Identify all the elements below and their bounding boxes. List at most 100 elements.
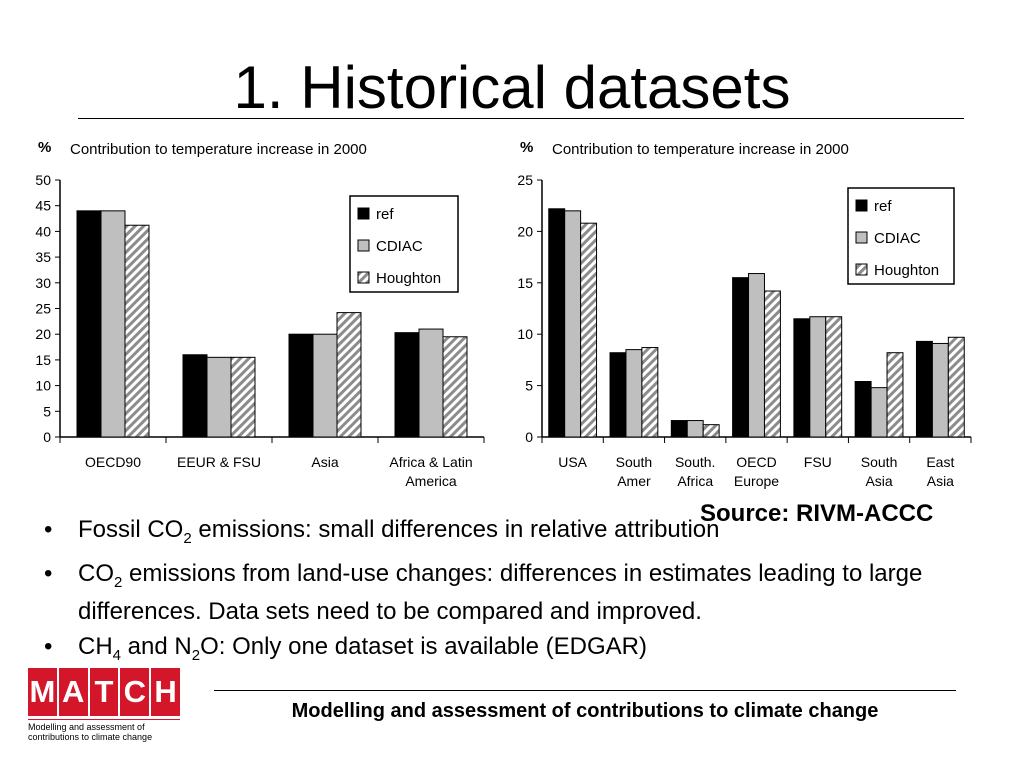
bar-cdiac-5: [870, 387, 888, 438]
bullet-text: CO2 emissions from land-use changes: dif…: [78, 559, 923, 625]
logo-tagline: Modelling and assessment of contribution…: [28, 719, 180, 742]
bar-cdiac-0: [100, 210, 126, 438]
bullet-marker: •: [44, 632, 53, 660]
y-tick-label: 15: [35, 352, 51, 368]
bar-cdiac-3: [748, 273, 765, 438]
legend-swatch-cdiac: [357, 239, 370, 252]
x-category-label: OECD: [736, 454, 776, 470]
bar-cdiac-2: [686, 420, 704, 438]
y-tick-label: 20: [35, 326, 51, 342]
x-category-label: Asia: [927, 473, 954, 489]
y-tick-label: 0: [43, 429, 51, 445]
legend-swatch-houghton: [855, 263, 868, 276]
y-tick-label: 25: [517, 172, 533, 188]
logo-letter: C: [120, 668, 150, 716]
bullet-item: • Fossil CO2 emissions: small differences…: [40, 515, 1000, 553]
bar-houghton-1: [641, 347, 659, 438]
x-category-label: Europe: [734, 473, 779, 489]
footer-divider: [214, 690, 956, 691]
subscript: 2: [183, 529, 192, 547]
bar-cdiac-1: [625, 349, 643, 438]
x-category-label: OECD90: [85, 454, 141, 470]
source-credit: Source: RIVM-ACCC: [700, 500, 934, 527]
logo-letters: M A T C H: [28, 668, 180, 716]
legend-swatch-ref: [357, 207, 370, 220]
x-category-label: Africa: [677, 473, 713, 489]
bar-houghton-2: [702, 424, 720, 438]
bar-houghton-3: [763, 290, 781, 438]
subscript: 4: [112, 646, 122, 664]
legend: ref CDIAC Houghton: [349, 195, 459, 293]
logo-letter: M: [28, 668, 57, 716]
y-tick-label: 5: [43, 403, 51, 419]
legend-label: ref: [376, 206, 394, 223]
y-tick-label: 30: [35, 275, 51, 291]
bar-ref-0: [548, 208, 566, 438]
legend: ref CDIAC Houghton: [847, 187, 955, 285]
bar-houghton-5: [886, 352, 904, 438]
bar-ref-4: [793, 318, 811, 438]
x-category-label: South: [861, 454, 898, 470]
bar-houghton-2: [336, 312, 362, 438]
bullet-text: CH4 and N2O: Only one dataset is availab…: [78, 632, 647, 664]
bar-ref-6: [915, 340, 933, 438]
y-tick-label: 35: [35, 249, 51, 265]
x-category-label: America: [405, 473, 457, 489]
bar-ref-3: [394, 332, 420, 438]
y-tick-label: 25: [35, 301, 51, 317]
y-axis-unit: %: [38, 139, 51, 156]
logo-letter: H: [151, 668, 180, 716]
bullet-marker: •: [44, 559, 53, 587]
bar-cdiac-4: [809, 316, 827, 438]
legend-swatch-ref: [855, 199, 868, 212]
slide-title: 1. Historical datasets: [233, 54, 791, 121]
x-category-label: South.: [675, 454, 715, 470]
bar-houghton-6: [947, 336, 965, 438]
bar-houghton-3: [442, 336, 468, 438]
legend-label: Houghton: [376, 270, 441, 287]
subscript: 2: [191, 646, 201, 664]
x-category-label: EEUR & FSU: [177, 454, 261, 470]
footer-text: Modelling and assessment of contribution…: [291, 700, 879, 722]
y-tick-label: 45: [35, 198, 51, 214]
y-tick-label: 15: [517, 275, 533, 291]
y-tick-label: 0: [525, 429, 533, 445]
x-category-label: Africa & Latin: [389, 454, 472, 470]
bar-ref-1: [609, 352, 627, 438]
bullet-item: • CO2 emissions from land-use changes: di…: [40, 559, 1000, 626]
legend-label: CDIAC: [376, 238, 423, 255]
bullet-list: • Fossil CO2 emissions: small differences…: [40, 515, 1000, 675]
bar-cdiac-6: [931, 342, 949, 438]
x-category-label: Asia: [865, 473, 892, 489]
title-divider: [78, 118, 964, 119]
x-category-label: FSU: [804, 454, 832, 470]
legend-swatch-cdiac: [855, 231, 868, 244]
x-category-label: Asia: [311, 454, 338, 470]
chart-regions-7: % Contribution to temperature increase in…: [517, 139, 972, 489]
bar-ref-0: [76, 210, 102, 438]
bullet-text: Fossil CO2 emissions: small differences …: [78, 516, 720, 547]
x-category-label: East: [926, 454, 954, 470]
bar-ref-3: [732, 277, 750, 438]
legend-label: ref: [874, 198, 892, 215]
bullet-marker: •: [44, 516, 53, 543]
bar-houghton-0: [580, 222, 598, 438]
bar-houghton-1: [230, 356, 256, 438]
bar-ref-1: [182, 354, 208, 438]
bar-houghton-0: [124, 224, 150, 438]
legend-label: Houghton: [874, 262, 939, 279]
bar-houghton-4: [825, 316, 843, 438]
match-logo: M A T C H Modelling and assessment of co…: [28, 668, 180, 744]
y-tick-label: 5: [525, 378, 533, 394]
legend-label: CDIAC: [874, 230, 921, 247]
x-category-label: USA: [558, 454, 587, 470]
chart-title: Contribution to temperature increase in …: [70, 141, 367, 158]
bar-cdiac-3: [418, 328, 444, 438]
bar-ref-2: [288, 333, 314, 438]
logo-letter: T: [89, 668, 119, 716]
y-tick-label: 40: [35, 223, 51, 239]
legend-swatch-houghton: [357, 271, 370, 284]
x-category-label: Amer: [617, 473, 651, 489]
x-category-label: South: [616, 454, 653, 470]
y-tick-label: 50: [35, 172, 51, 188]
